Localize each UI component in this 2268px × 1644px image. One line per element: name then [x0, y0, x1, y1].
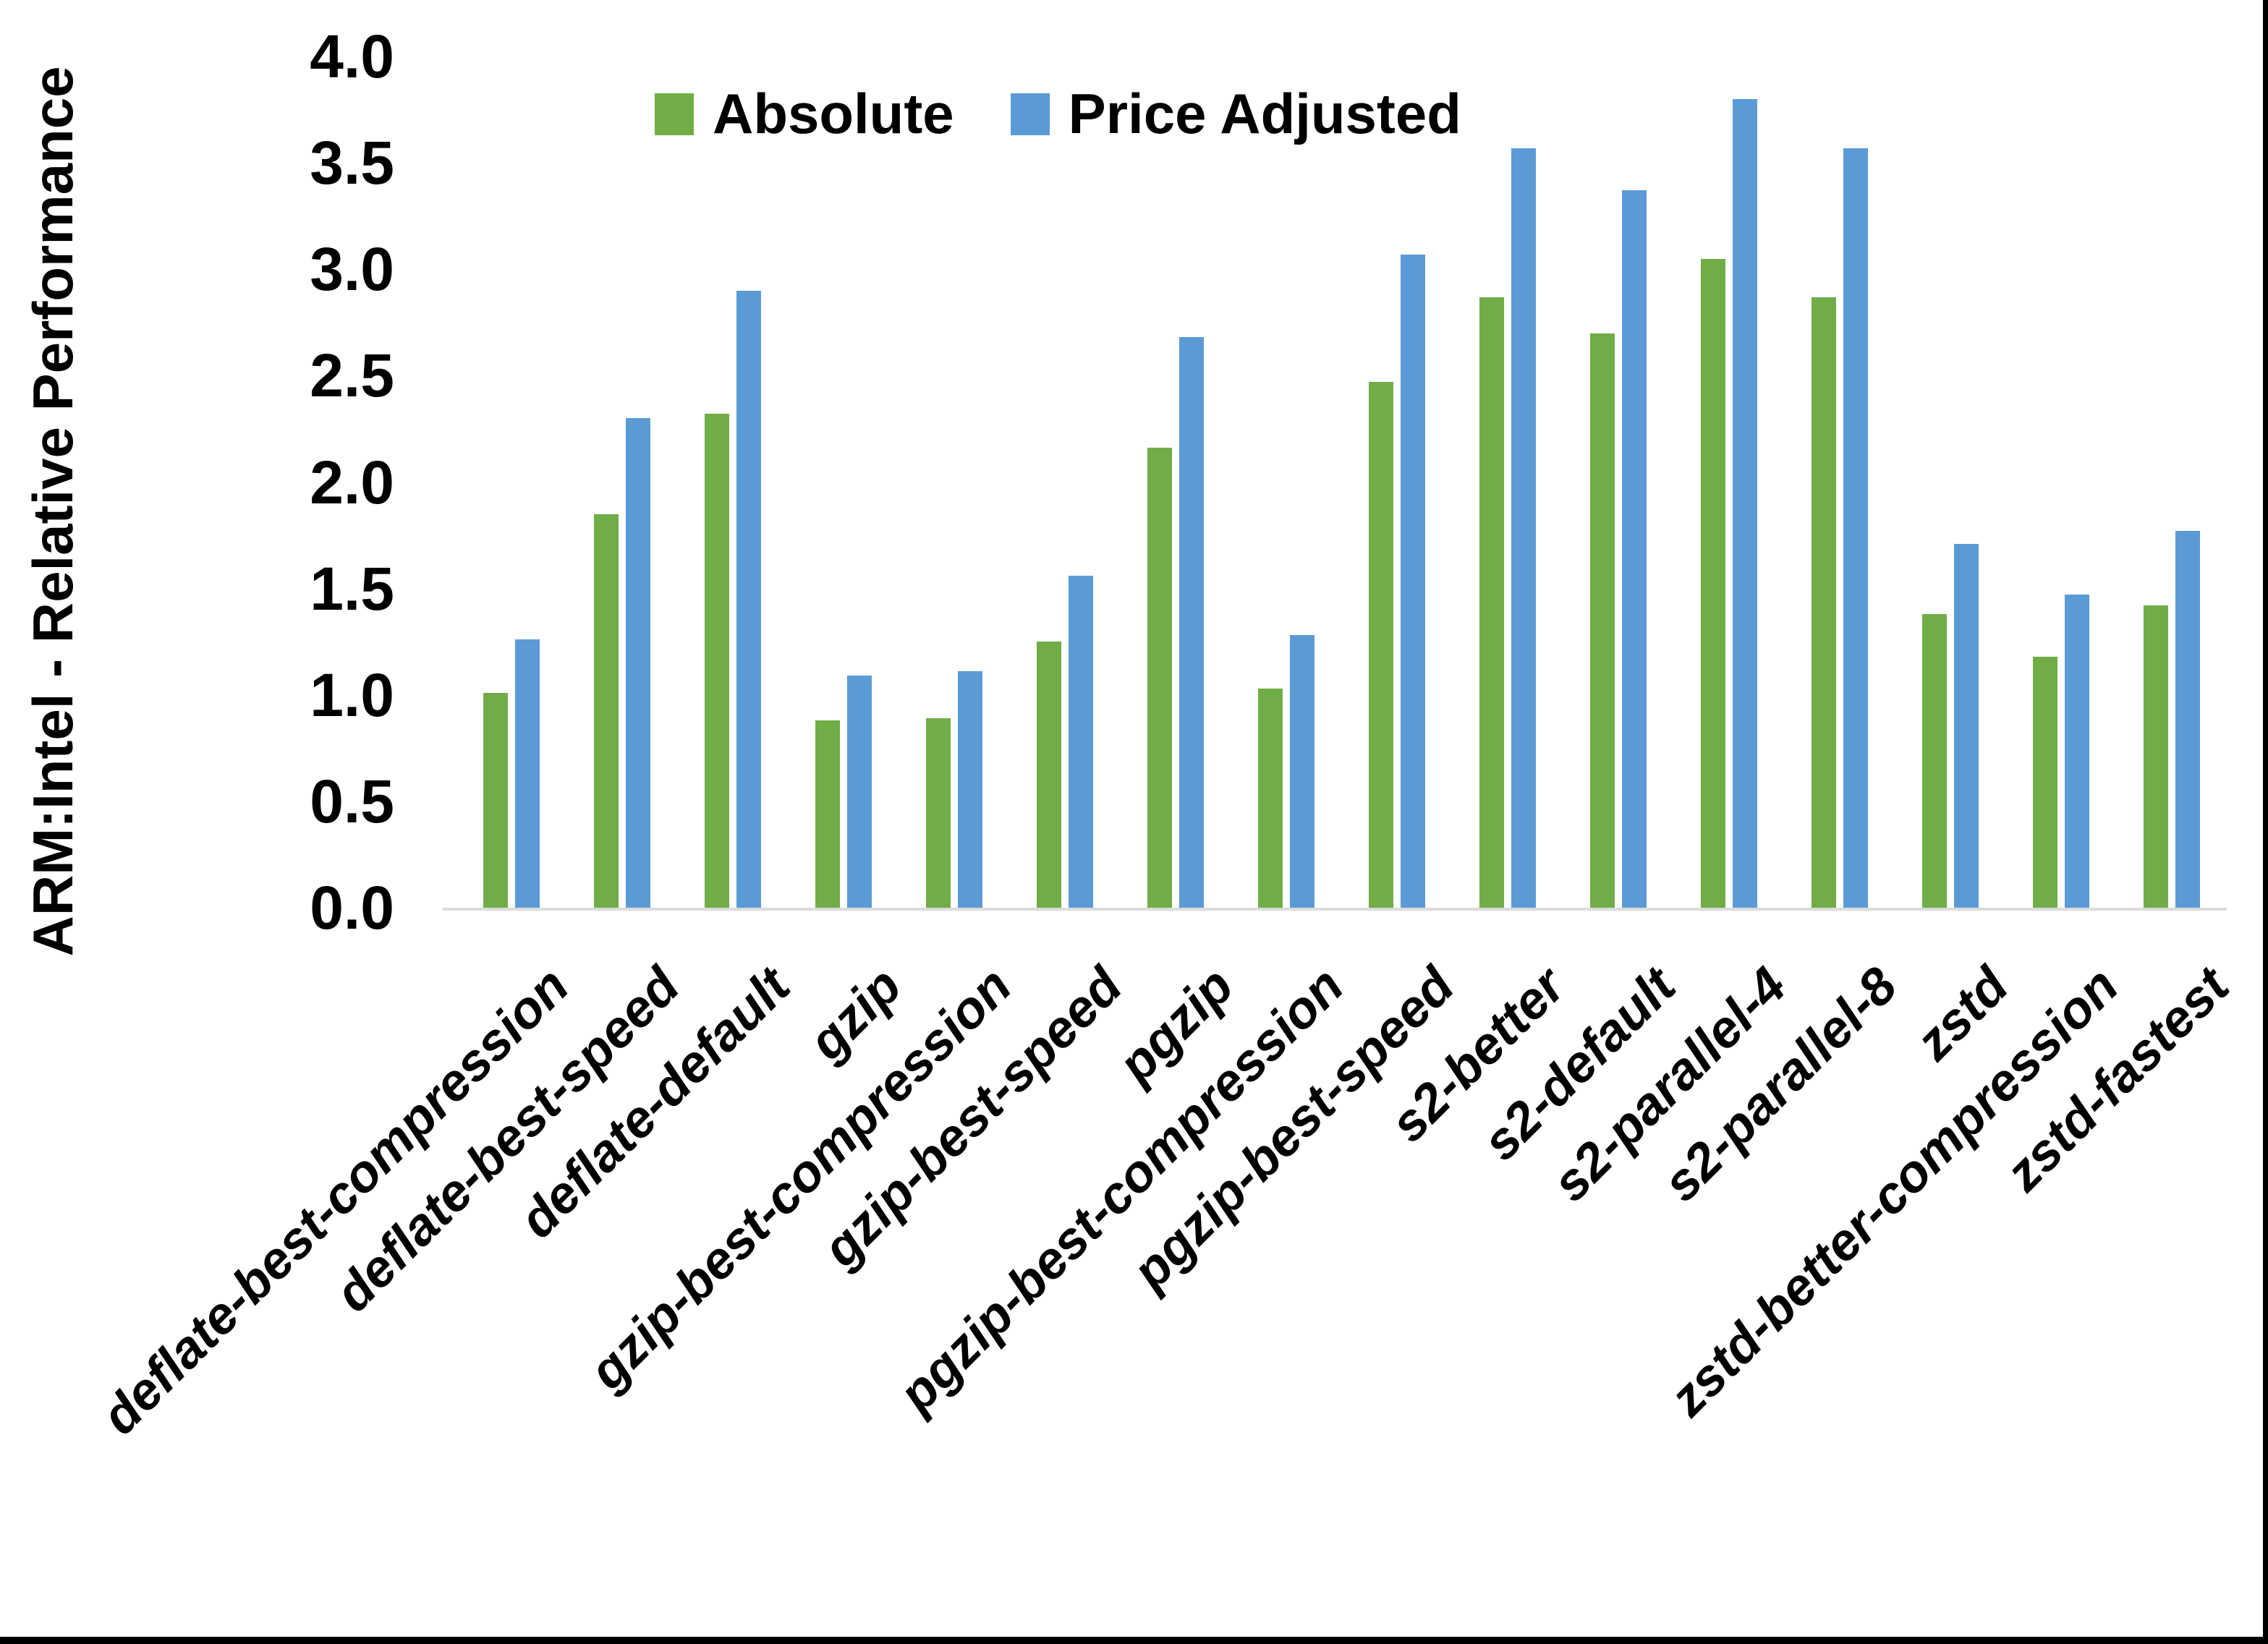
bar-price-adjusted-zstd: [1953, 544, 1979, 908]
bar-absolute-zstd: [1921, 614, 1947, 908]
bar-absolute-gzip-best-compression: [925, 718, 951, 908]
bar-price-adjusted-pgzip-best-compression: [1289, 635, 1314, 908]
bar-price-adjusted-deflate-best-speed: [625, 418, 650, 908]
bar-price-adjusted-zstd-fastest: [2175, 531, 2200, 908]
bar-absolute-zstd-fastest: [2143, 605, 2168, 908]
bar-absolute-deflate-best-compression: [483, 693, 508, 908]
x-category-label-deflate-best-compression: deflate-best-compression: [90, 956, 580, 1446]
y-tick-label: 2.0: [310, 448, 394, 516]
bar-absolute-s2-parallel-4: [1700, 259, 1725, 908]
y-tick-label: 0.5: [310, 767, 394, 835]
y-tick-label: 3.0: [310, 235, 394, 304]
bar-absolute-pgzip-best-compression: [1257, 689, 1283, 908]
bar-absolute-s2-better: [1479, 297, 1504, 908]
legend-swatch-absolute-icon: [655, 93, 694, 135]
right-border: [2263, 0, 2268, 1644]
y-tick-label: 1.5: [310, 554, 394, 623]
bar-price-adjusted-gzip-best-speed: [1068, 576, 1093, 908]
bar-absolute-deflate-default: [704, 414, 729, 908]
y-tick-label: 0.0: [310, 874, 394, 942]
bar-absolute-pgzip-best-speed: [1368, 382, 1393, 908]
bar-price-adjusted-deflate-best-compression: [514, 639, 540, 908]
legend-item-absolute: Absolute: [655, 81, 954, 147]
x-axis-line: [443, 908, 2227, 911]
bar-absolute-deflate-best-speed: [593, 514, 619, 908]
bar-price-adjusted-gzip-best-compression: [957, 671, 982, 908]
bar-price-adjusted-pgzip-best-speed: [1400, 255, 1425, 908]
y-tick-label: 3.5: [310, 129, 394, 197]
bar-price-adjusted-gzip: [846, 676, 872, 908]
y-tick-label: 4.0: [310, 22, 394, 90]
bar-price-adjusted-zstd-better-compression: [2064, 595, 2089, 908]
bar-price-adjusted-deflate-default: [736, 291, 761, 908]
bar-absolute-gzip-best-speed: [1036, 642, 1061, 908]
bar-absolute-s2-parallel-8: [1811, 297, 1836, 908]
bar-absolute-pgzip: [1147, 448, 1172, 908]
legend-label-absolute: Absolute: [713, 82, 954, 145]
bar-price-adjusted-s2-default: [1621, 190, 1647, 908]
y-tick-label: 2.5: [310, 341, 394, 410]
bar-price-adjusted-s2-parallel-4: [1732, 99, 1757, 908]
bar-price-adjusted-s2-better: [1511, 148, 1536, 908]
bar-price-adjusted-pgzip: [1178, 337, 1204, 908]
bar-absolute-s2-default: [1589, 333, 1615, 908]
y-tick-label: 1.0: [310, 660, 394, 729]
legend-item-price-adjusted: Price Adjusted: [1010, 81, 1461, 147]
legend-label-price-adjusted: Price Adjusted: [1068, 82, 1461, 145]
bottom-border: [0, 1637, 2268, 1644]
bar-absolute-gzip: [815, 720, 840, 908]
bar-absolute-zstd-better-compression: [2032, 657, 2057, 908]
legend-swatch-price-adjusted-icon: [1010, 93, 1050, 135]
bar-price-adjusted-s2-parallel-8: [1843, 148, 1868, 908]
legend: Absolute Price Adjusted: [655, 81, 1461, 147]
